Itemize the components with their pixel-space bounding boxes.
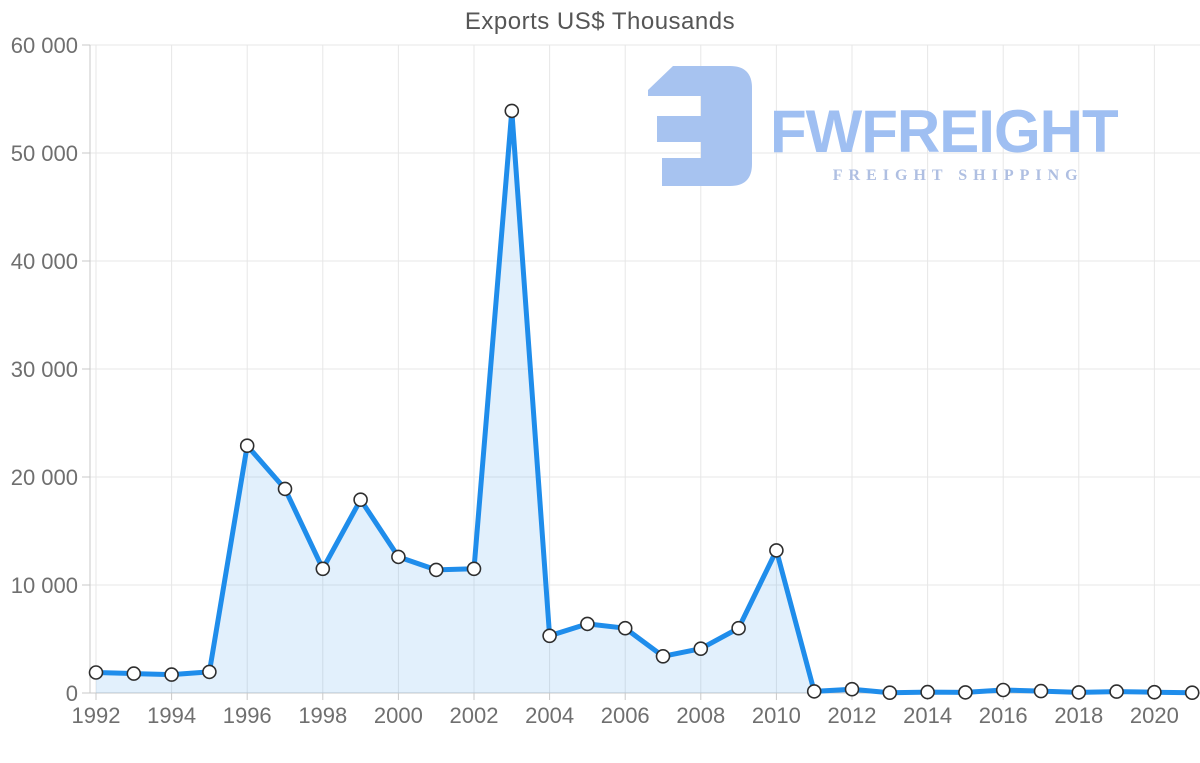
x-axis-label: 2018 bbox=[1054, 703, 1103, 728]
data-point[interactable] bbox=[844, 681, 860, 697]
data-point[interactable] bbox=[769, 543, 784, 558]
y-axis-label: 10 000 bbox=[11, 573, 78, 598]
x-axis-label: 1994 bbox=[147, 703, 196, 728]
x-axis-label: 1992 bbox=[72, 703, 121, 728]
data-point[interactable] bbox=[239, 438, 255, 454]
data-point[interactable] bbox=[655, 648, 671, 664]
data-point[interactable] bbox=[88, 665, 104, 680]
x-axis-label: 2012 bbox=[828, 703, 877, 728]
chart-title: Exports US$ Thousands bbox=[464, 8, 736, 35]
data-point[interactable] bbox=[882, 685, 898, 701]
data-point[interactable] bbox=[466, 561, 482, 577]
x-axis-label: 1996 bbox=[223, 703, 272, 728]
x-axis-label: 2016 bbox=[979, 703, 1028, 728]
x-axis-label: 2006 bbox=[601, 703, 650, 728]
x-axis-label: 2020 bbox=[1130, 703, 1179, 728]
x-axis-label: 2002 bbox=[450, 703, 499, 728]
data-point[interactable] bbox=[542, 628, 557, 644]
data-point[interactable] bbox=[617, 620, 633, 636]
data-point[interactable] bbox=[920, 684, 935, 700]
data-point[interactable] bbox=[580, 616, 595, 632]
x-axis-label: 2014 bbox=[903, 703, 952, 728]
y-axis-label: 0 bbox=[66, 681, 78, 706]
data-point[interactable] bbox=[1071, 685, 1087, 700]
data-point[interactable] bbox=[806, 684, 822, 699]
data-point[interactable] bbox=[391, 549, 406, 565]
data-point[interactable] bbox=[164, 667, 179, 682]
data-point[interactable] bbox=[1184, 685, 1200, 701]
data-point[interactable] bbox=[315, 561, 331, 577]
x-axis-label: 2000 bbox=[374, 703, 423, 728]
data-point[interactable] bbox=[995, 682, 1011, 698]
data-point[interactable] bbox=[731, 620, 746, 636]
data-point[interactable] bbox=[126, 666, 142, 681]
y-axis-label: 40 000 bbox=[11, 249, 78, 274]
data-point[interactable] bbox=[504, 103, 520, 119]
x-axis-label: 1998 bbox=[298, 703, 347, 728]
x-axis-label: 2010 bbox=[752, 703, 801, 728]
data-point[interactable] bbox=[958, 685, 973, 700]
data-point[interactable] bbox=[428, 562, 444, 578]
x-axis-label: 2008 bbox=[676, 703, 725, 728]
y-axis-label: 20 000 bbox=[11, 465, 78, 490]
y-axis-label: 30 000 bbox=[11, 357, 78, 382]
data-point[interactable] bbox=[693, 641, 709, 657]
y-axis-label: 50 000 bbox=[11, 141, 78, 166]
data-point[interactable] bbox=[353, 492, 368, 508]
data-point[interactable] bbox=[202, 664, 217, 680]
data-point[interactable] bbox=[1109, 684, 1124, 699]
data-point[interactable] bbox=[277, 481, 293, 497]
y-axis-label: 60 000 bbox=[11, 33, 78, 58]
area-fill bbox=[96, 110, 1193, 693]
data-point[interactable] bbox=[1147, 684, 1162, 700]
data-point[interactable] bbox=[1033, 683, 1049, 699]
x-axis-label: 2004 bbox=[525, 703, 574, 728]
